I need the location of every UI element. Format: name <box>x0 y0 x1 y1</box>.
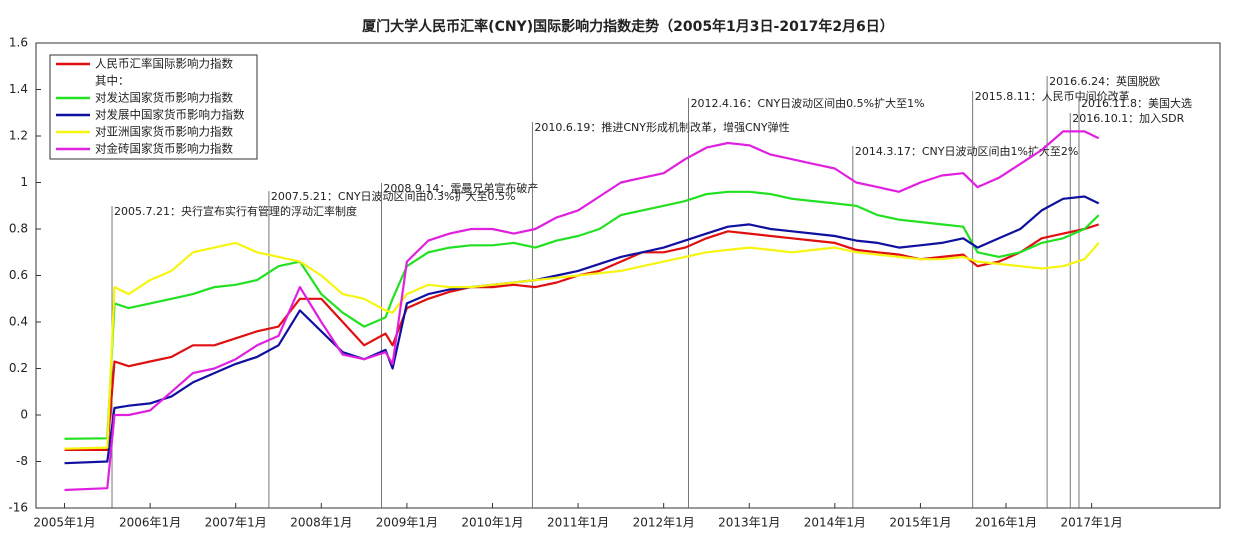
x-tick-label: 2013年1月 <box>718 516 780 530</box>
y-tick-label: -8 <box>16 454 28 468</box>
event-label: 2016.11.8：美国大选 <box>1081 96 1192 110</box>
y-tick-label: 0.6 <box>9 268 28 282</box>
event-label: 2014.3.17：CNY日波动区间由1%扩大至2% <box>855 144 1079 158</box>
x-tick-label: 2012年1月 <box>633 516 695 530</box>
x-tick-label: 2010年1月 <box>461 516 523 530</box>
y-tick-label: 0.2 <box>9 361 28 375</box>
y-tick-label: 1 <box>20 175 28 189</box>
event-label: 2007.5.21：CNY日波动区间由0.3%扩大至0.5% <box>271 189 516 203</box>
x-tick-label: 2014年1月 <box>804 516 866 530</box>
event-label: 2015.8.11：人民币中间价改革 <box>975 89 1130 103</box>
series-line <box>64 190 1100 440</box>
x-tick-label: 2016年1月 <box>975 516 1037 530</box>
event-label: 2010.6.19：推进CNY形成机制改革，增强CNY弹性 <box>534 120 789 134</box>
event-label: 2008.9.14：雷曼兄弟宣布破产 <box>383 181 538 195</box>
y-tick-label: -16 <box>8 501 28 515</box>
event-label: 2016.6.24：英国脱欧 <box>1049 74 1160 88</box>
x-tick-label: 2009年1月 <box>376 516 438 530</box>
series-line <box>64 241 1100 450</box>
legend-label: 人民币汇率国际影响力指数 <box>95 57 233 71</box>
x-tick-label: 2005年1月 <box>33 516 95 530</box>
legend-box <box>49 54 258 160</box>
x-tick-label: 2017年1月 <box>1061 516 1123 530</box>
series-line <box>64 195 1100 465</box>
x-tick-label: 2015年1月 <box>889 516 951 530</box>
series-line <box>64 130 1100 492</box>
y-tick-label: 1.4 <box>9 82 28 96</box>
x-tick-label: 2011年1月 <box>547 516 609 530</box>
y-tick-label: 1.6 <box>9 36 28 50</box>
chart-title: 厦门大学人民币汇率(CNY)国际影响力指数走势（2005年1月3日-2017年2… <box>362 18 894 35</box>
legend-note: 其中： <box>95 74 130 88</box>
x-tick-label: 2008年1月 <box>290 516 352 530</box>
y-tick-label: 0.4 <box>9 315 28 329</box>
legend-label: 对金砖国家货币影响力指数 <box>95 142 233 156</box>
y-tick-label: 1.2 <box>9 129 28 143</box>
legend-label: 对发达国家货币影响力指数 <box>95 91 233 105</box>
x-tick-label: 2006年1月 <box>119 516 181 530</box>
legend-label: 对亚洲国家货币影响力指数 <box>95 125 233 139</box>
x-tick-label: 2007年1月 <box>205 516 267 530</box>
event-label: 2012.4.16：CNY日波动区间由0.5%扩大至1% <box>691 96 925 110</box>
legend-label: 对发展中国家货币影响力指数 <box>95 108 245 122</box>
event-label: 2016.10.1：加入SDR <box>1072 112 1184 125</box>
y-tick-label: 0 <box>20 408 28 422</box>
y-tick-label: 0.8 <box>9 222 28 236</box>
event-label: 2005.7.21：央行宣布实行有管理的浮动汇率制度 <box>114 204 357 218</box>
